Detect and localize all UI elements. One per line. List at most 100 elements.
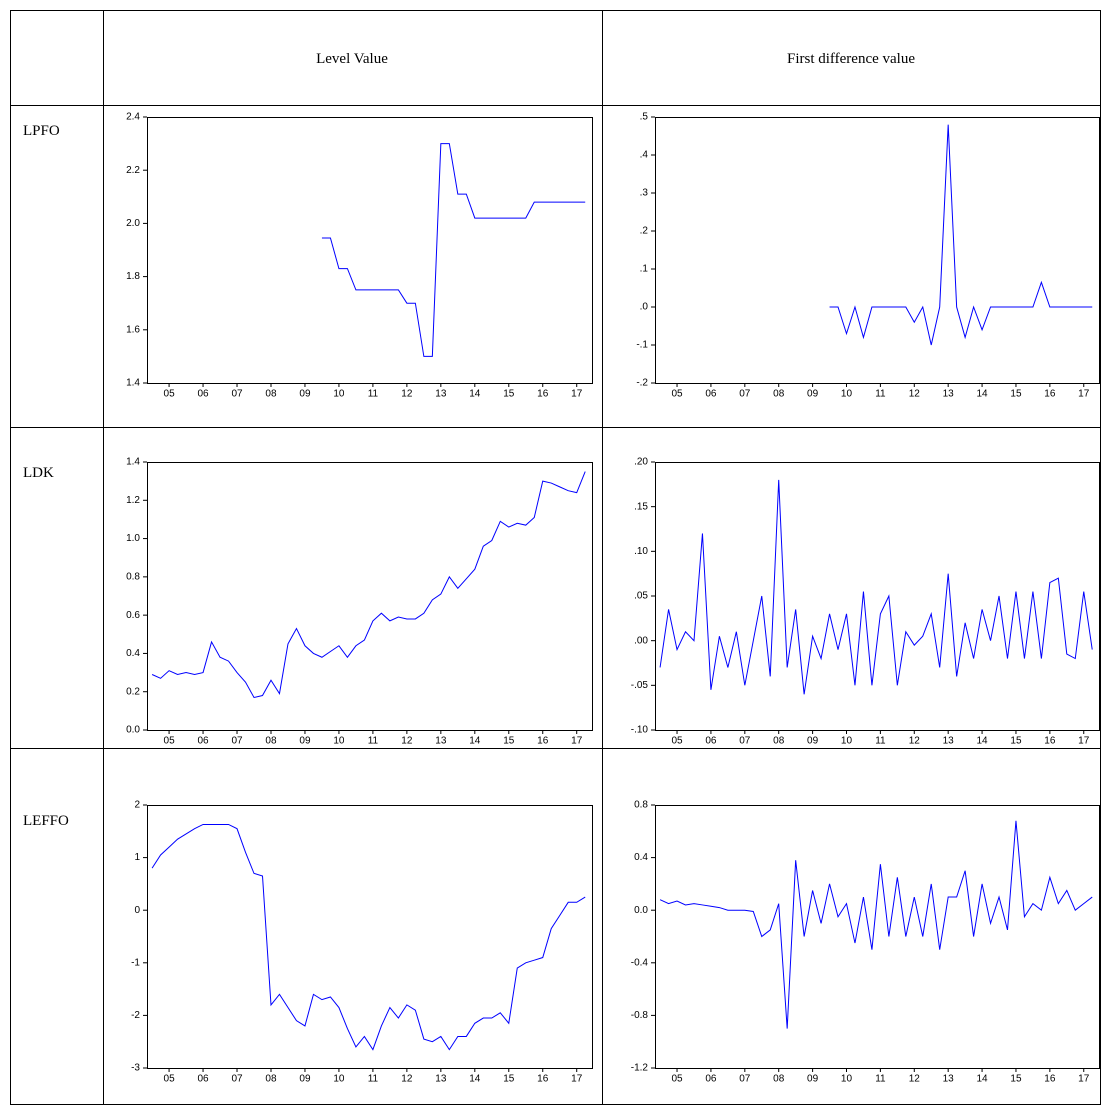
x-tick-label: 06 <box>197 736 209 747</box>
x-tick-label: 06 <box>197 1074 209 1085</box>
y-tick-label: .0 <box>640 302 649 313</box>
row-label: LDK <box>23 465 54 481</box>
y-tick-label: 0.4 <box>126 648 140 659</box>
y-tick-label: .1 <box>640 264 649 275</box>
row-label: LPFO <box>23 123 60 139</box>
data-line <box>829 124 1093 346</box>
x-tick-label: 06 <box>705 389 717 400</box>
x-tick-label: 07 <box>231 389 243 400</box>
y-tick-label: 0.0 <box>634 905 648 916</box>
x-tick-label: 17 <box>1078 1074 1090 1085</box>
x-tick-label: 09 <box>299 1074 311 1085</box>
x-tick-label: 07 <box>739 1074 751 1085</box>
y-tick-label: -1.2 <box>631 1063 649 1074</box>
y-tick-label: 0.8 <box>634 800 648 811</box>
x-tick-label: 11 <box>875 736 886 747</box>
y-tick-label: .00 <box>634 635 648 646</box>
data-line <box>659 479 1093 695</box>
x-tick-label: 08 <box>773 1074 785 1085</box>
x-tick-label: 08 <box>773 389 785 400</box>
y-tick-label: 2.0 <box>126 218 140 229</box>
x-tick-label: 13 <box>435 736 447 747</box>
x-tick-label: 13 <box>943 1074 955 1085</box>
data-line <box>659 820 1093 1029</box>
data-line <box>151 823 586 1051</box>
x-tick-label: 08 <box>265 736 277 747</box>
y-tick-label: 2.2 <box>126 165 140 176</box>
x-tick-label: 13 <box>435 1074 447 1085</box>
x-tick-label: 08 <box>773 736 785 747</box>
y-tick-label: 1.6 <box>126 324 140 335</box>
x-tick-label: 05 <box>164 389 176 400</box>
x-tick-label: 17 <box>1078 736 1090 747</box>
x-tick-label: 08 <box>265 1074 277 1085</box>
y-tick-label: 0.6 <box>126 610 140 621</box>
x-tick-label: 07 <box>231 736 243 747</box>
x-tick-label: 11 <box>368 1074 379 1085</box>
y-tick-label: 2.4 <box>126 112 140 123</box>
x-tick-label: 16 <box>537 1074 549 1085</box>
plot-frame <box>147 462 593 731</box>
x-tick-label: 14 <box>977 1074 989 1085</box>
x-tick-label: 11 <box>875 389 886 400</box>
x-tick-label: 15 <box>503 389 515 400</box>
y-tick-label: -2 <box>131 1010 140 1021</box>
data-line <box>151 471 586 699</box>
y-tick-label: -0.4 <box>631 957 649 968</box>
y-tick-label: 1.0 <box>126 533 140 544</box>
x-tick-label: 16 <box>1044 1074 1056 1085</box>
table-border <box>10 10 1101 1105</box>
x-tick-label: 10 <box>333 736 345 747</box>
x-tick-label: 16 <box>1044 736 1056 747</box>
x-tick-label: 13 <box>435 389 447 400</box>
x-tick-label: 07 <box>739 389 751 400</box>
x-tick-label: 12 <box>909 1074 921 1085</box>
y-tick-label: -0.8 <box>631 1010 649 1021</box>
x-tick-label: 06 <box>705 736 717 747</box>
x-tick-label: 15 <box>1010 389 1022 400</box>
plot-frame <box>147 117 593 384</box>
x-tick-label: 13 <box>943 736 955 747</box>
x-tick-label: 17 <box>571 1074 583 1085</box>
y-tick-label: -.05 <box>631 680 649 691</box>
y-tick-label: 0.8 <box>126 571 140 582</box>
x-tick-label: 10 <box>841 736 853 747</box>
x-tick-label: 16 <box>537 736 549 747</box>
x-tick-label: 15 <box>1010 736 1022 747</box>
x-tick-label: 15 <box>503 1074 515 1085</box>
y-tick-label: .3 <box>640 188 649 199</box>
x-tick-label: 06 <box>197 389 209 400</box>
y-tick-label: -1 <box>131 957 140 968</box>
x-tick-label: 13 <box>943 389 955 400</box>
y-tick-label: -.2 <box>636 378 648 389</box>
y-tick-label: 0.4 <box>634 852 648 863</box>
x-tick-label: 11 <box>368 389 379 400</box>
y-tick-label: 1.8 <box>126 271 140 282</box>
x-tick-label: 14 <box>977 736 989 747</box>
x-tick-label: 11 <box>368 736 379 747</box>
y-tick-label: 0.0 <box>126 725 140 736</box>
x-tick-label: 05 <box>671 736 683 747</box>
x-tick-label: 14 <box>469 736 481 747</box>
x-tick-label: 15 <box>1010 1074 1022 1085</box>
x-tick-label: 07 <box>231 1074 243 1085</box>
y-tick-label: 0.2 <box>126 686 140 697</box>
x-tick-label: 14 <box>977 389 989 400</box>
x-tick-label: 10 <box>841 389 853 400</box>
x-tick-label: 12 <box>401 736 413 747</box>
x-tick-label: 06 <box>705 1074 717 1085</box>
row-label: LEFFO <box>23 813 69 829</box>
x-tick-label: 17 <box>1078 389 1090 400</box>
x-tick-label: 14 <box>469 389 481 400</box>
x-tick-label: 05 <box>164 736 176 747</box>
x-tick-label: 07 <box>739 736 751 747</box>
y-tick-label: .2 <box>640 226 649 237</box>
y-tick-label: 1.4 <box>126 378 140 389</box>
x-tick-label: 12 <box>909 389 921 400</box>
plot-frame <box>655 805 1100 1069</box>
x-tick-label: 10 <box>333 389 345 400</box>
column-header: Level Value <box>316 51 388 67</box>
x-tick-label: 09 <box>299 736 311 747</box>
y-tick-label: .05 <box>634 591 648 602</box>
